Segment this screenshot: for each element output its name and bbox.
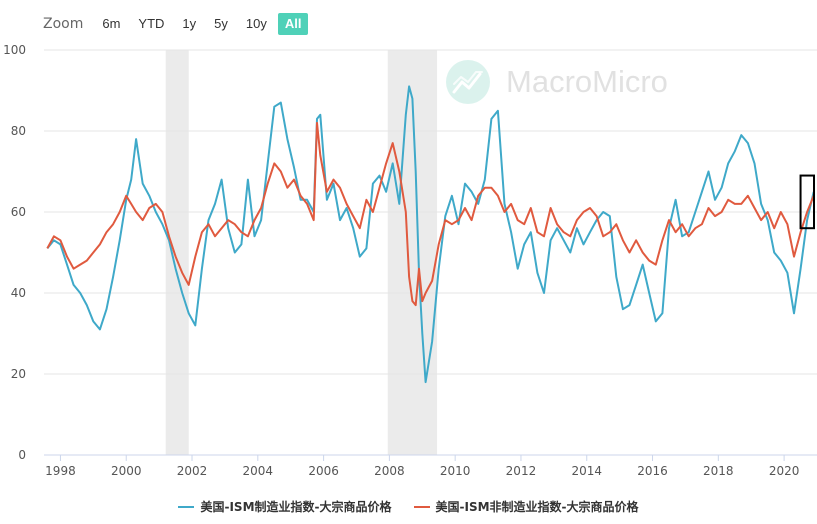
zoom-label: Zoom (43, 16, 84, 32)
y-tick-label-20: 20 (11, 367, 26, 381)
chart-legend: 美国-ISM制造业指数-大宗商品价格 美国-ISM非制造业指数-大宗商品价格 (0, 498, 817, 515)
line-chart-plot: 0 20 40 60 80 100 1998 2000 2002 2004 2006 2008 2010… (3, 43, 817, 478)
zoom-toolbar: Zoom 6m YTD 1y 5y 10y All (43, 12, 312, 36)
x-tick-label-2012: 2012 (506, 464, 537, 478)
x-tick-label-2016: 2016 (637, 464, 668, 478)
highlight-box (799, 174, 815, 230)
x-tick-label-1998: 1998 (45, 464, 76, 478)
y-tick-label-60: 60 (11, 205, 26, 219)
watermark-text: MacroMicro (506, 64, 668, 99)
y-tick-label-0: 0 (18, 448, 26, 462)
macromicro-logo-icon (446, 60, 490, 104)
legend-swatch-nonmanufacturing (413, 505, 430, 508)
series-line-1 (46, 121, 815, 307)
watermark: MacroMicro (446, 60, 668, 104)
legend-item-nonmanufacturing[interactable]: 美国-ISM非制造业指数-大宗商品价格 (413, 498, 639, 515)
legend-label-nonmanufacturing: 美国-ISM非制造业指数-大宗商品价格 (435, 500, 639, 514)
zoom-6m-button[interactable]: 6m (95, 13, 127, 35)
zoom-all-button[interactable]: All (277, 13, 309, 35)
series-line-0 (46, 85, 815, 384)
zoom-ytd-button[interactable]: YTD (131, 13, 171, 35)
zoom-10y-button[interactable]: 10y (239, 13, 274, 35)
x-tick-label-2020: 2020 (769, 464, 800, 478)
y-tick-label-100: 100 (3, 43, 26, 57)
x-tick-label-2010: 2010 (440, 464, 471, 478)
x-tick-label-2006: 2006 (308, 464, 339, 478)
zoom-1y-button[interactable]: 1y (175, 13, 203, 35)
x-tick-label-2008: 2008 (374, 464, 405, 478)
legend-label-manufacturing: 美国-ISM制造业指数-大宗商品价格 (200, 500, 392, 514)
x-tick-label-2014: 2014 (571, 464, 602, 478)
legend-swatch-manufacturing (178, 505, 195, 508)
x-tick-label-2018: 2018 (703, 464, 734, 478)
x-tick-label-2004: 2004 (243, 464, 274, 478)
x-tick-label-2002: 2002 (177, 464, 208, 478)
y-tick-label-80: 80 (11, 124, 26, 138)
y-tick-label-40: 40 (11, 286, 26, 300)
recession-band-0 (165, 50, 189, 455)
zoom-5y-button[interactable]: 5y (207, 13, 235, 35)
legend-item-manufacturing[interactable]: 美国-ISM制造业指数-大宗商品价格 (178, 498, 392, 515)
x-tick-label-2000: 2000 (111, 464, 142, 478)
